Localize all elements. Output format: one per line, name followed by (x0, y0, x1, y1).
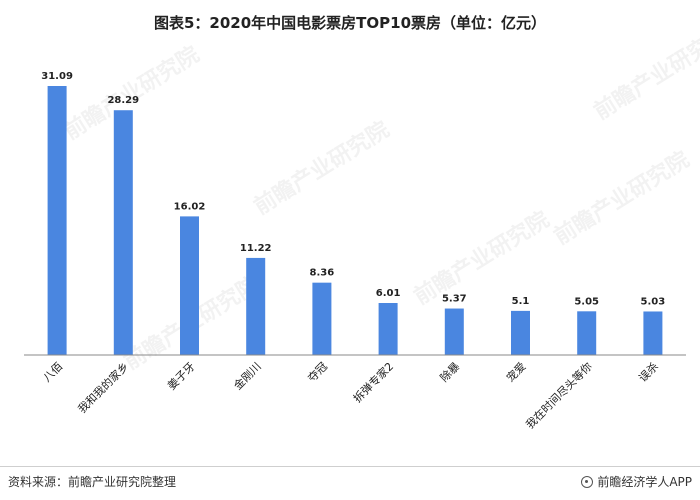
bar-group (47, 86, 663, 355)
bar (312, 282, 332, 355)
category-tick-label: 除暴 (437, 359, 462, 384)
category-tick-label: 八佰 (40, 360, 65, 385)
watermark-text: 前瞻产业研究院 (589, 21, 700, 125)
data-label: 8.36 (310, 268, 335, 279)
category-tick-label: 姜子牙 (164, 359, 197, 392)
data-label: 16.02 (174, 201, 206, 212)
chart-title: 图表5：2020年中国电影票房TOP10票房（单位：亿元） (153, 14, 547, 32)
bar (511, 310, 530, 355)
data-label: 5.03 (641, 296, 666, 307)
watermark-text: 前瞻产业研究院 (409, 206, 553, 310)
data-label: 5.37 (442, 294, 467, 305)
circle-logo-icon (581, 475, 594, 488)
bar-chart: 前瞻产业研究院前瞻产业研究院前瞻产业研究院前瞻产业研究院前瞻产业研究院前瞻产业研… (24, 21, 700, 431)
bar (180, 216, 199, 355)
bar (444, 308, 464, 355)
category-tick-label: 我在时间尽头等你 (523, 359, 595, 431)
category-tick-label: 拆弹专家2 (350, 359, 396, 405)
category-tick-label: 误杀 (636, 359, 661, 384)
data-label: 6.01 (376, 288, 401, 299)
watermark-text: 前瞻产业研究院 (549, 146, 693, 250)
bar (47, 86, 67, 355)
category-tick-label: 宠爱 (503, 359, 528, 384)
bar (577, 311, 597, 355)
category-tick-label: 我和我的家乡 (75, 359, 132, 416)
brand-label: 前瞻经济学人APP (597, 475, 692, 489)
data-label: 28.29 (107, 95, 139, 106)
label-group: 31.09 八佰 28.29 我和我的家乡 16.02 姜子牙 11.22 金刚川 8.36 夺冠… (40, 71, 665, 431)
bar (246, 257, 266, 355)
brand: 前瞻经济学人APP (581, 473, 692, 490)
watermark-text: 前瞻产业研究院 (249, 116, 393, 220)
data-label: 31.09 (41, 71, 73, 82)
category-tick-label: 夺冠 (305, 360, 330, 385)
data-label: 5.05 (574, 296, 599, 307)
data-label: 11.22 (240, 243, 272, 254)
footer: 资料来源：前瞻产业研究院整理 前瞻经济学人APP (0, 466, 700, 500)
bar (378, 302, 398, 355)
bar (643, 311, 663, 355)
category-tick-label: 金刚川 (231, 359, 264, 392)
source-note: 资料来源：前瞻产业研究院整理 (8, 475, 177, 489)
bar (113, 110, 133, 355)
data-label: 5.1 (512, 296, 530, 307)
